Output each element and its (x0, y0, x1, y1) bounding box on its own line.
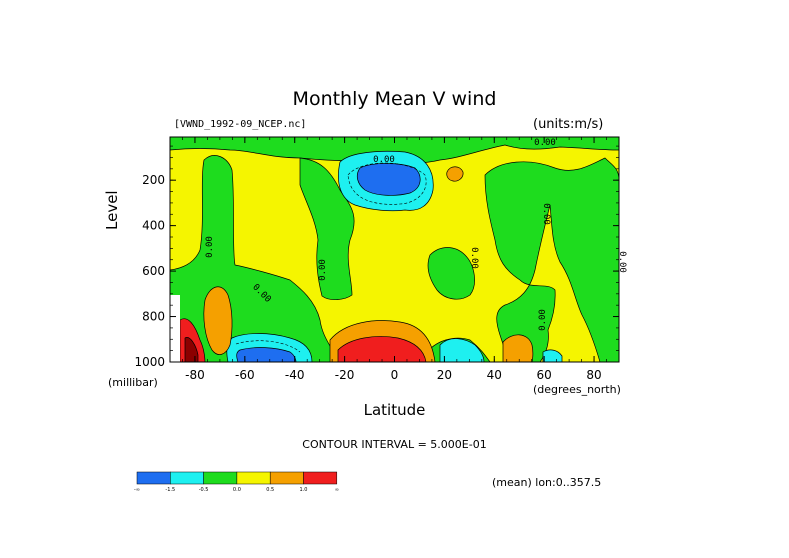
plot-area (170, 137, 619, 362)
contour-label: 0.00 (538, 309, 548, 331)
y-tick-label: 200 (142, 173, 165, 187)
x-tick-label: -40 (285, 368, 305, 382)
region-positive-strong (447, 167, 463, 181)
x-tick-label: 0 (391, 368, 399, 382)
x-tick-label: -60 (235, 368, 255, 382)
x-tick-label: 60 (537, 368, 552, 382)
legend-label: 0.5 (266, 487, 274, 493)
legend-label: 0.0 (233, 487, 241, 493)
x-tick-label: -20 (335, 368, 355, 382)
legend-swatch (270, 472, 303, 484)
legend-swatch (137, 472, 170, 484)
region-positive-strong (503, 335, 533, 362)
legend-label: -1.5 (165, 487, 175, 493)
y-tick-label: 800 (142, 310, 165, 324)
y-tick-label: 1000 (134, 355, 165, 369)
contour-label: 0.00 (541, 203, 551, 225)
legend-swatch (237, 472, 270, 484)
x-tick-label: -80 (185, 368, 205, 382)
legend-label: 1.0 (300, 487, 308, 493)
legend-swatch (170, 472, 203, 484)
color-legend: -∞ -1.5 -0.5 0.0 0.5 1.0 ∞ (134, 472, 339, 493)
legend-label: -0.5 (199, 487, 209, 493)
legend-label: ∞ (335, 487, 339, 493)
region-strongly-negative (357, 164, 420, 196)
contour-label: 0.00 (205, 236, 215, 258)
contour-label: 0.00 (318, 259, 328, 281)
contour-label: 0.00 (373, 155, 395, 165)
contour-label: 0.00 (617, 251, 627, 273)
y-tick-label: 400 (142, 219, 165, 233)
legend-label: -∞ (134, 487, 140, 493)
contour-label: 0.00 (534, 138, 556, 148)
x-tick-label: 40 (487, 368, 502, 382)
legend-swatch (204, 472, 237, 484)
contour-label: 0.00 (469, 247, 479, 269)
y-tick-label: 600 (142, 264, 165, 278)
x-tick-label: 80 (586, 368, 601, 382)
x-tick-label: 20 (437, 368, 452, 382)
legend-swatch (304, 472, 337, 484)
